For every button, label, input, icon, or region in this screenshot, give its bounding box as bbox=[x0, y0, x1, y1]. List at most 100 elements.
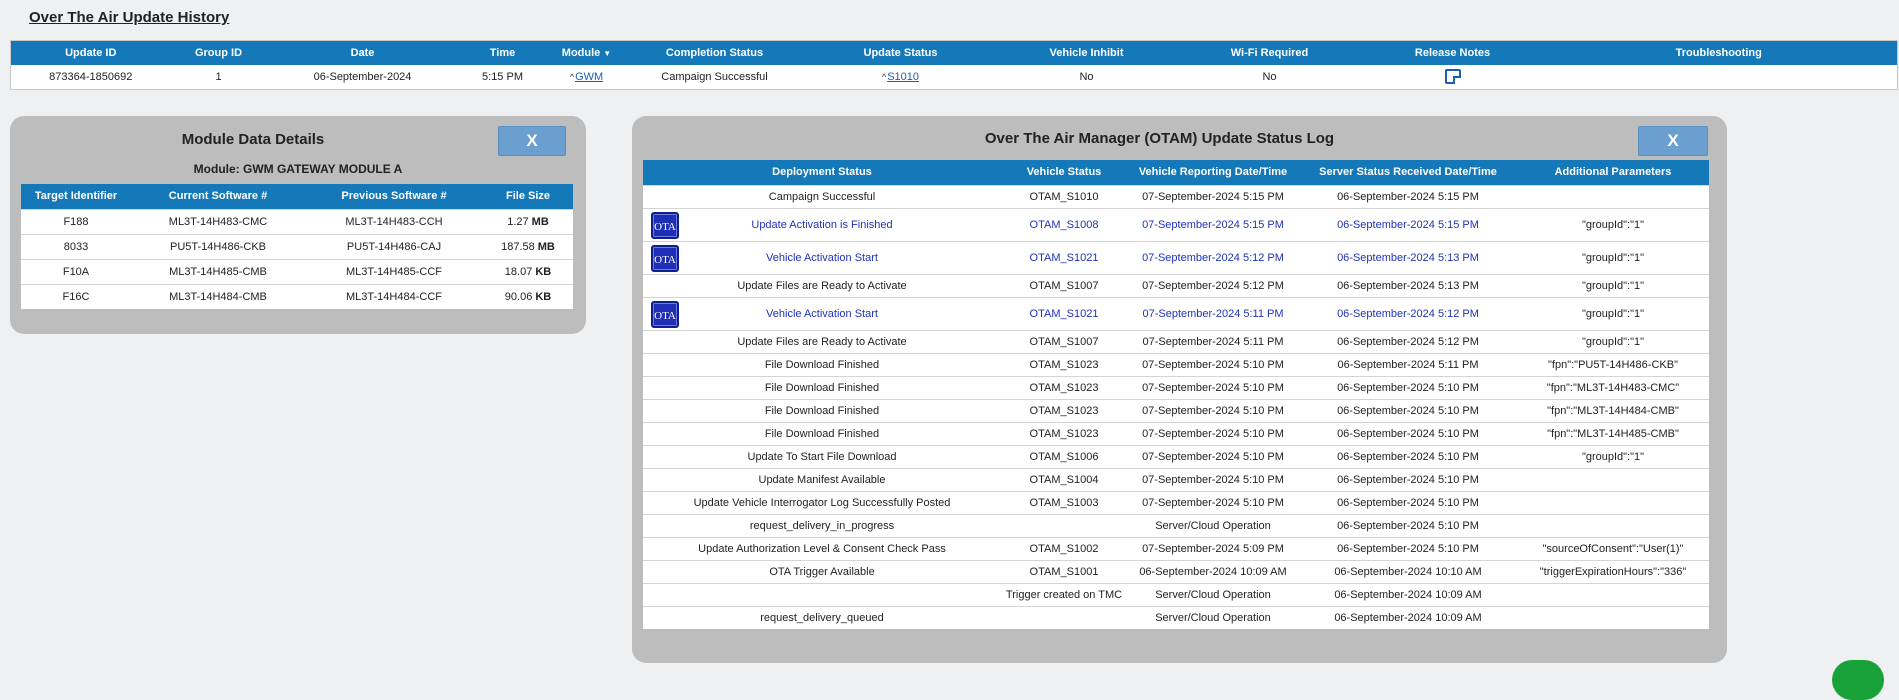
vehicle-reporting-datetime: 07-September-2024 5:15 PM bbox=[1127, 207, 1299, 241]
additional-parameters bbox=[1517, 605, 1709, 629]
vehicle-reporting-datetime: 06-September-2024 10:09 AM bbox=[1127, 559, 1299, 583]
header-module[interactable]: Module ▼ bbox=[546, 40, 627, 65]
chat-bubble-icon[interactable] bbox=[1832, 660, 1884, 700]
vehicle-status: OTAM_S1007 bbox=[1001, 329, 1127, 353]
vehicle-reporting-datetime: 07-September-2024 5:10 PM bbox=[1127, 352, 1299, 376]
group-id: 1 bbox=[215, 70, 222, 83]
vehicle-status: OTAM_S1023 bbox=[1001, 421, 1127, 445]
vehicle-reporting-datetime: 07-September-2024 5:10 PM bbox=[1127, 444, 1299, 468]
file-size-value: 1.27 bbox=[507, 215, 529, 228]
otam-panel: Over The Air Manager (OTAM) Update Statu… bbox=[632, 116, 1727, 663]
server-received-datetime: 06-September-2024 10:09 AM bbox=[1299, 582, 1517, 606]
deployment-status-cell bbox=[643, 582, 1001, 606]
vehicle-status: OTAM_S1023 bbox=[1001, 375, 1127, 399]
additional-parameters bbox=[1517, 582, 1709, 606]
log-row: File Download Finished OTAM_S1023 07-Septe… bbox=[643, 352, 1709, 376]
log-row: File Download Finished OTAM_S1023 07-Septe… bbox=[643, 375, 1709, 399]
otam-close-button[interactable]: X bbox=[1638, 126, 1708, 156]
deployment-status: request_delivery_queued bbox=[760, 611, 884, 624]
vehicle-inhibit: No bbox=[1079, 70, 1094, 83]
module-link[interactable]: GWM bbox=[575, 70, 604, 83]
vehicle-status: OTAM_S1023 bbox=[1001, 352, 1127, 376]
vehicle-status bbox=[1001, 605, 1127, 629]
header-group-id[interactable]: Group ID bbox=[170, 40, 267, 65]
otam-log-table: Deployment Status Vehicle Status Vehicle… bbox=[643, 160, 1709, 629]
header-update-status[interactable]: Update Status bbox=[802, 40, 999, 65]
vehicle-reporting-datetime: 07-September-2024 5:09 PM bbox=[1127, 536, 1299, 560]
additional-parameters: "triggerExpirationHours":"336" bbox=[1517, 559, 1709, 583]
deployment-status-cell: Update Authorization Level & Consent Che… bbox=[643, 536, 1001, 560]
history-row: 873364-1850692 1 06-September-2024 5:15 … bbox=[11, 65, 1898, 90]
header-completion-status[interactable]: Completion Status bbox=[626, 40, 803, 65]
header-server-received: Server Status Received Date/Time bbox=[1299, 160, 1517, 185]
file-size-value: 18.07 bbox=[504, 265, 533, 278]
deployment-status-cell: Update Manifest Available bbox=[643, 467, 1001, 491]
log-row: File Download Finished OTAM_S1023 07-Septe… bbox=[643, 421, 1709, 445]
additional-parameters: "fpn":"ML3T-14H484-CMB" bbox=[1517, 398, 1709, 422]
header-update-id[interactable]: Update ID bbox=[10, 40, 171, 65]
module-subtitle: Module: GWM GATEWAY MODULE A bbox=[193, 162, 403, 176]
current-software: ML3T-14H483-CMC bbox=[131, 208, 305, 234]
vehicle-status: OTAM_S1006 bbox=[1001, 444, 1127, 468]
module-row: F16C ML3T-14H484-CMB ML3T-14H484-CCF 90.06 K… bbox=[21, 283, 573, 309]
target-identifier: F188 bbox=[21, 208, 131, 234]
vehicle-status: OTAM_S1007 bbox=[1001, 273, 1127, 297]
file-size: 18.07 KB bbox=[483, 258, 573, 284]
server-received-datetime: 06-September-2024 5:12 PM bbox=[1299, 296, 1517, 330]
module-panel-title: Module Data Details bbox=[181, 131, 325, 148]
log-row: OTA Update Activation is Finished OTAM_S10… bbox=[643, 207, 1709, 241]
deployment-status: Campaign Successful bbox=[768, 190, 876, 203]
header-time[interactable]: Time bbox=[458, 40, 547, 65]
file-size-unit: MB bbox=[537, 240, 555, 253]
history-table: Update ID Group ID Date Time Module ▼ Com… bbox=[10, 40, 1898, 90]
deployment-status: Update To Start File Download bbox=[747, 450, 897, 463]
deployment-status: Vehicle Activation Start bbox=[766, 307, 878, 320]
additional-parameters bbox=[1517, 184, 1709, 208]
update-status-link[interactable]: S1010 bbox=[887, 70, 920, 83]
vehicle-reporting-datetime: 07-September-2024 5:10 PM bbox=[1127, 421, 1299, 445]
log-row: request_delivery_queued Server/Cloud Oper… bbox=[643, 605, 1709, 629]
previous-software: ML3T-14H484-CCF bbox=[305, 283, 483, 309]
current-software: PU5T-14H486-CKB bbox=[131, 233, 305, 259]
vehicle-reporting-datetime: 07-September-2024 5:10 PM bbox=[1127, 467, 1299, 491]
note-icon[interactable] bbox=[1444, 69, 1461, 85]
server-received-datetime: 06-September-2024 5:10 PM bbox=[1299, 490, 1517, 514]
vehicle-reporting-datetime: Server/Cloud Operation bbox=[1127, 605, 1299, 629]
deployment-status: Update Manifest Available bbox=[758, 473, 886, 486]
module-row: F10A ML3T-14H485-CMB ML3T-14H485-CCF 18.07 K… bbox=[21, 258, 573, 284]
deployment-status-cell: request_delivery_queued bbox=[643, 605, 1001, 629]
server-received-datetime: 06-September-2024 5:15 PM bbox=[1299, 207, 1517, 241]
log-row: OTA Vehicle Activation Start OTAM_S1021 07-… bbox=[643, 296, 1709, 330]
server-received-datetime: 06-September-2024 10:09 AM bbox=[1299, 605, 1517, 629]
sort-down-icon[interactable]: ▼ bbox=[603, 48, 612, 58]
server-received-datetime: 06-September-2024 5:12 PM bbox=[1299, 329, 1517, 353]
module-table: Target Identifier Current Software # Pre… bbox=[21, 184, 573, 309]
header-release-notes[interactable]: Release Notes bbox=[1364, 40, 1541, 65]
deployment-status-cell: Campaign Successful bbox=[643, 184, 1001, 208]
vehicle-reporting-datetime: 07-September-2024 5:11 PM bbox=[1127, 329, 1299, 353]
log-row: Update Files are Ready to Activate OTAM_S… bbox=[643, 273, 1709, 297]
header-current-software: Current Software # bbox=[131, 184, 305, 209]
file-size: 90.06 KB bbox=[483, 283, 573, 309]
file-size: 187.58 MB bbox=[483, 233, 573, 259]
deployment-status: File Download Finished bbox=[764, 427, 880, 440]
header-wifi-required[interactable]: Wi-Fi Required bbox=[1174, 40, 1365, 65]
vehicle-status: OTAM_S1023 bbox=[1001, 398, 1127, 422]
vehicle-status: OTAM_S1021 bbox=[1001, 240, 1127, 274]
completion-status: Campaign Successful bbox=[661, 70, 768, 83]
header-date[interactable]: Date bbox=[266, 40, 459, 65]
header-vehicle-inhibit[interactable]: Vehicle Inhibit bbox=[998, 40, 1175, 65]
module-close-button[interactable]: X bbox=[498, 126, 566, 156]
file-size-value: 90.06 bbox=[504, 290, 533, 303]
release-notes-cell bbox=[1365, 65, 1541, 90]
header-target-identifier: Target Identifier bbox=[21, 184, 131, 209]
deployment-status-cell: File Download Finished bbox=[643, 398, 1001, 422]
log-row: Update Vehicle Interrogator Log Successf… bbox=[643, 490, 1709, 514]
deployment-status: request_delivery_in_progress bbox=[749, 519, 895, 532]
log-row: OTA Trigger Available OTAM_S1001 06-Septem… bbox=[643, 559, 1709, 583]
deployment-status-cell: File Download Finished bbox=[643, 421, 1001, 445]
header-troubleshooting[interactable]: Troubleshooting bbox=[1540, 40, 1898, 65]
previous-software: ML3T-14H485-CCF bbox=[305, 258, 483, 284]
vehicle-status: OTAM_S1001 bbox=[1001, 559, 1127, 583]
log-row: Update Manifest Available OTAM_S1004 07-Se… bbox=[643, 467, 1709, 491]
